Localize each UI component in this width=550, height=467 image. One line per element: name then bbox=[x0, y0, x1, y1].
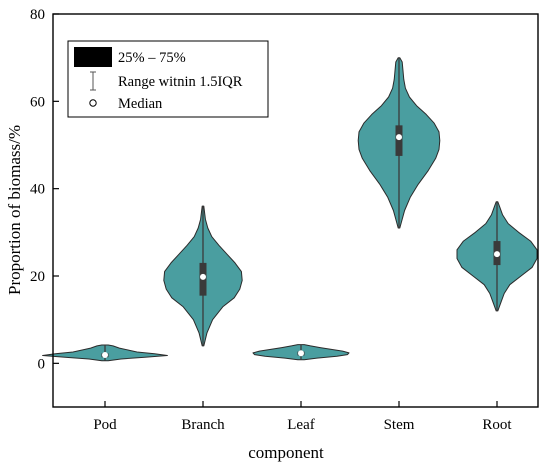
x-tick-label: Root bbox=[482, 417, 512, 433]
y-axis-ticks: 0 20 40 60 80 bbox=[30, 7, 59, 372]
violin-median-marker bbox=[200, 273, 206, 280]
x-tick-label: Branch bbox=[181, 417, 225, 433]
y-tick-label: 80 bbox=[30, 7, 45, 23]
legend-frame bbox=[67, 40, 269, 118]
legend-iqr-swatch bbox=[74, 47, 112, 67]
x-tick-label: Pod bbox=[93, 417, 117, 433]
violin-median-marker bbox=[396, 134, 402, 141]
legend-iqr-label: 25% – 75% bbox=[118, 50, 186, 66]
violin-median-marker bbox=[494, 251, 500, 258]
violin-iqr-box bbox=[395, 125, 403, 156]
y-tick-label: 0 bbox=[38, 356, 46, 372]
y-tick-label: 60 bbox=[30, 94, 45, 110]
x-axis-label: component bbox=[248, 443, 324, 462]
x-tick-label: Leaf bbox=[287, 417, 314, 433]
x-axis-ticks: Pod Branch Leaf Stem Root bbox=[93, 401, 512, 433]
y-tick-label: 40 bbox=[30, 182, 45, 198]
violin-layer bbox=[42, 57, 538, 362]
y-axis-label: Proportion of biomass/% bbox=[5, 125, 24, 295]
violin-median-marker bbox=[298, 350, 304, 357]
legend: 25% – 75% Range witnin 1.5IQR Median bbox=[67, 40, 269, 118]
axes bbox=[52, 13, 539, 408]
legend-median-marker bbox=[89, 99, 97, 107]
legend-range-label: Range witnin 1.5IQR bbox=[118, 74, 243, 90]
y-tick-label: 20 bbox=[30, 269, 45, 285]
x-tick-label: Stem bbox=[384, 417, 415, 433]
plot-frame bbox=[52, 13, 539, 408]
legend-median-label: Median bbox=[118, 96, 163, 112]
violin-median-marker bbox=[102, 352, 108, 359]
